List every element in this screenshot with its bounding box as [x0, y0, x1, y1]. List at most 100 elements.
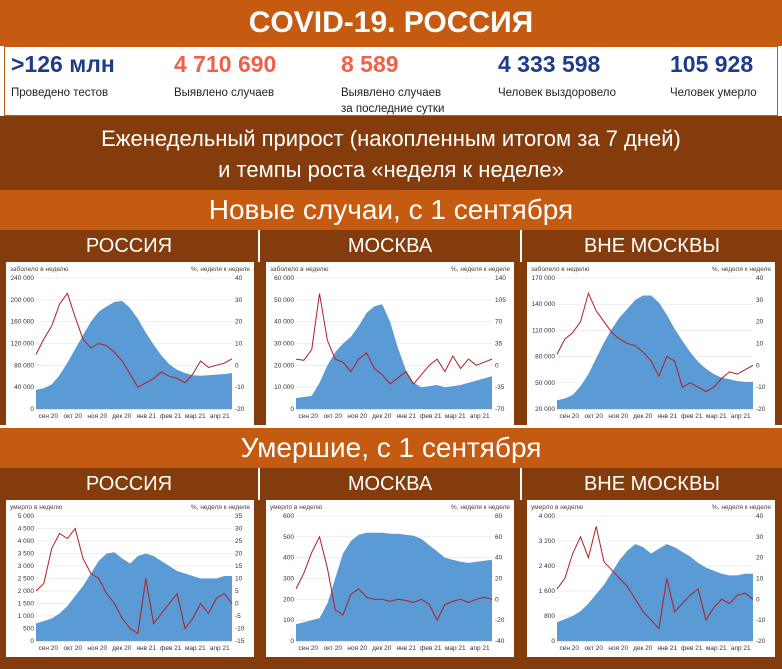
y-axis-right-label: %, неделя к неделе	[712, 504, 771, 511]
stat-label: Человек выздоровело	[498, 87, 617, 99]
y-tick-left: 80 000	[14, 362, 34, 369]
chart-svg: заболело в неделю %, неделя к неделе 0 40 0…	[10, 265, 250, 420]
y-tick-right: 0	[495, 596, 499, 603]
y-tick-right: -15	[235, 638, 245, 645]
stat-label: Человек умерло	[670, 87, 757, 99]
stat-label: Выявлено случаев	[174, 87, 275, 99]
y-tick-right: -10	[756, 384, 766, 391]
y-tick-left: 20 000	[274, 362, 294, 369]
x-tick: ноя 20	[347, 645, 367, 652]
chart-svg: заболело в неделю %, неделя к неделе 0 10 0…	[270, 265, 510, 420]
y-tick-left: 800	[544, 613, 555, 620]
y-tick-left: 110 000	[532, 327, 555, 334]
y-tick-left: 240 000	[11, 275, 35, 282]
y-tick-right: 30	[235, 297, 243, 304]
series-line	[556, 291, 754, 393]
chart-deaths-russia: умерло в неделю %, неделя к неделе 0 500 1 0…	[6, 500, 254, 657]
x-tick: апр 21	[210, 645, 230, 652]
chart-svg: умерло в неделю%, неделя к неделе0100200…	[270, 504, 510, 652]
x-tick: ноя 20	[347, 413, 367, 420]
x-tick: сен 20	[560, 413, 580, 420]
y-tick-right: -70	[495, 406, 505, 413]
stat-label: Проведено тестов	[11, 87, 109, 99]
series-area	[296, 304, 492, 409]
y-axis-right-label: %, неделя к неделе	[712, 266, 771, 273]
y-tick-left: 0	[551, 638, 555, 645]
x-tick: сен 20	[39, 645, 59, 652]
stat-value: 4 710 690	[174, 51, 277, 77]
y-tick-right: 10	[235, 341, 243, 348]
x-tick: янв 21	[657, 645, 677, 652]
x-tick: окт 20	[323, 413, 342, 420]
x-tick: апр 21	[210, 413, 230, 420]
x-tick: ноя 20	[608, 413, 628, 420]
y-tick-left: 600	[283, 513, 294, 520]
series-area	[296, 532, 492, 641]
x-tick: дек 20	[633, 645, 653, 652]
series-area	[557, 295, 753, 409]
chart-svg: заболело в неделю %, неделя к неделе 20 00…	[531, 265, 771, 420]
stat-value: >126 млн	[11, 51, 115, 77]
x-tick: мар 21	[706, 645, 727, 652]
y-tick-right: 140	[495, 275, 506, 282]
x-tick: мар 21	[706, 413, 727, 420]
x-tick: янв 21	[396, 645, 416, 652]
x-tick: янв 21	[657, 413, 677, 420]
x-tick: окт 20	[323, 645, 342, 652]
y-axis-right-label: %, неделя к неделе	[191, 504, 250, 511]
y-tick-right: -5	[235, 613, 241, 620]
y-tick-right: 40	[756, 513, 764, 520]
y-tick-left: 300	[283, 576, 294, 583]
y-tick-right: 20	[235, 319, 243, 326]
y-tick-right: 0	[235, 601, 239, 608]
x-tick: фев 21	[681, 645, 703, 652]
x-tick: мар 21	[185, 645, 206, 652]
y-tick-left: 20 000	[535, 406, 555, 413]
y-tick-left: 140 000	[532, 301, 556, 308]
y-tick-left: 170 000	[532, 275, 556, 282]
y-tick-right: 0	[235, 362, 239, 369]
x-tick: окт 20	[63, 645, 82, 652]
y-tick-left: 400	[283, 555, 294, 562]
stat-tests: >126 млн Проведено тестов	[5, 47, 165, 115]
y-tick-left: 50 000	[535, 380, 555, 387]
y-tick-right: 30	[235, 526, 243, 533]
y-tick-right: 40	[495, 555, 503, 562]
section-title-cases: Новые случаи, с 1 сентября	[0, 190, 782, 230]
y-tick-left: 500	[23, 626, 34, 633]
y-tick-left: 0	[290, 406, 294, 413]
y-tick-left: 2 400	[539, 563, 556, 570]
x-tick: ноя 20	[608, 645, 628, 652]
y-tick-right: 20	[756, 319, 764, 326]
region-row-deaths: РОССИЯ МОСКВА ВНЕ МОСКВЫ	[0, 468, 782, 500]
x-tick: окт 20	[584, 645, 603, 652]
y-tick-left: 2 000	[18, 588, 35, 595]
y-tick-right: 10	[756, 341, 764, 348]
y-tick-right: 105	[495, 297, 506, 304]
y-tick-right: 5	[235, 588, 239, 595]
y-tick-right: 15	[235, 563, 243, 570]
chart-deaths-moscow: умерло в неделю%, неделя к неделе 0 100 200…	[266, 500, 514, 657]
y-tick-left: 80 000	[535, 354, 555, 361]
y-tick-left: 40 000	[14, 384, 34, 391]
x-tick: ноя 20	[87, 413, 107, 420]
region-label: МОСКВА	[258, 230, 520, 262]
y-tick-right: 0	[756, 362, 760, 369]
y-tick-left: 1 500	[18, 601, 35, 608]
y-tick-left: 0	[30, 638, 34, 645]
x-tick: дек 20	[372, 645, 392, 652]
stat-value: 105 928	[670, 51, 754, 77]
x-tick: янв 21	[136, 645, 156, 652]
y-tick-left: 200	[283, 596, 294, 603]
x-tick: сен 20	[299, 645, 319, 652]
y-tick-right: 0	[756, 596, 760, 603]
y-tick-right: -10	[235, 626, 245, 633]
y-axis-left-label: умерло в неделю	[270, 504, 322, 511]
y-tick-right: 70	[495, 319, 503, 326]
stat-value: 8 589	[341, 51, 399, 77]
chart-row-cases: заболело в неделю %, неделя к неделе 0 40 0…	[0, 262, 782, 425]
chart-row-deaths: умерло в неделю%, неделя к неделе 0 500 1 0…	[0, 500, 782, 669]
y-tick-left: 500	[283, 534, 294, 541]
y-axis-right-label: %, неделя к неделе	[191, 266, 250, 273]
chart-svg: умерло в неделю %, неделя к неделе 0 800 1 6…	[531, 504, 771, 652]
